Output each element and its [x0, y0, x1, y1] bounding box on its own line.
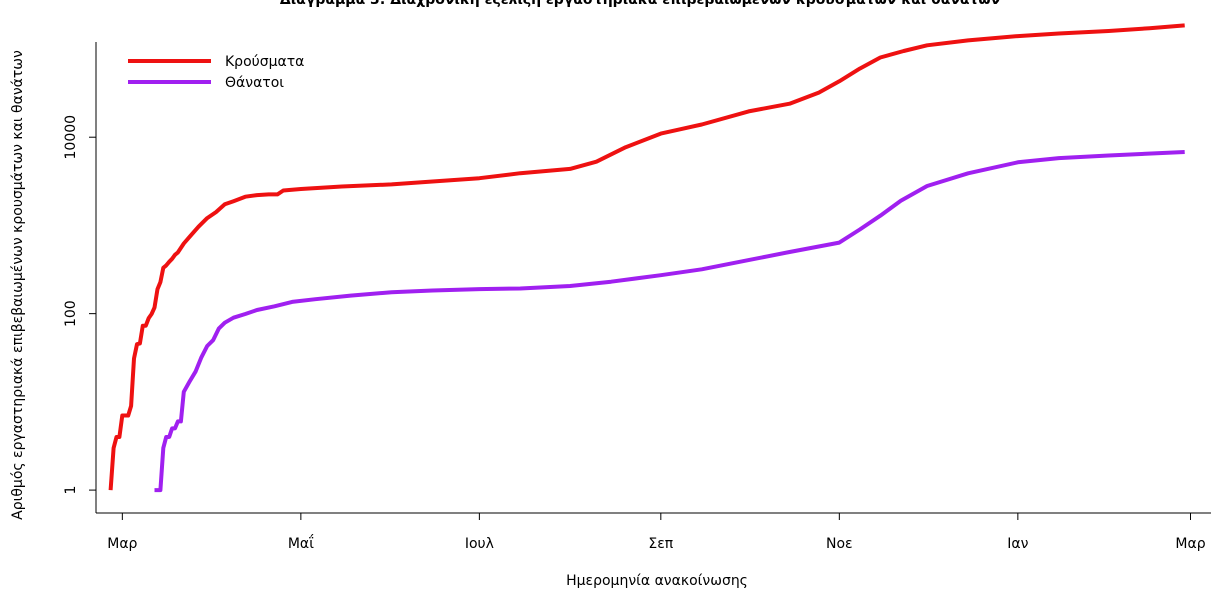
- y-ticks: 1 100 10000: [63, 115, 96, 495]
- x-ticks: Μαρ Μαΐ Ιουλ Σεπ Νοε Ιαν Μαρ: [107, 513, 1206, 552]
- legend-label-cases: Κρούσματα: [225, 54, 304, 70]
- y-tick-label: 100: [63, 300, 79, 327]
- x-tick-label: Σεπ: [648, 536, 673, 552]
- x-tick-label: Μαρ: [1175, 536, 1205, 552]
- axes: [95, 42, 1211, 514]
- chart-title: Διάγραμμα 3: Διαχρονική εξέλιξη εργαστηρ…: [280, 0, 1000, 8]
- y-tick-label: 1: [63, 486, 79, 495]
- x-tick-label: Ιουλ: [465, 536, 494, 552]
- legend-label-deaths: Θάνατοι: [225, 75, 284, 91]
- legend: Κρούσματα Θάνατοι: [128, 54, 304, 91]
- series-line-deaths: [154, 150, 1185, 493]
- x-tick-label: Μαρ: [107, 536, 137, 552]
- series-line-cases: [108, 23, 1185, 491]
- y-tick-label: 10000: [63, 115, 79, 160]
- x-tick-label: Μαΐ: [288, 534, 314, 552]
- series-lines: [108, 23, 1185, 493]
- x-tick-label: Νοε: [826, 536, 853, 552]
- y-axis-label: Αριθμός εργαστηριακά επιβεβαιωμένων κρου…: [10, 50, 26, 520]
- x-axis-label: Ημερομηνία ανακοίνωσης: [566, 573, 748, 589]
- x-tick-label: Ιαν: [1007, 536, 1028, 552]
